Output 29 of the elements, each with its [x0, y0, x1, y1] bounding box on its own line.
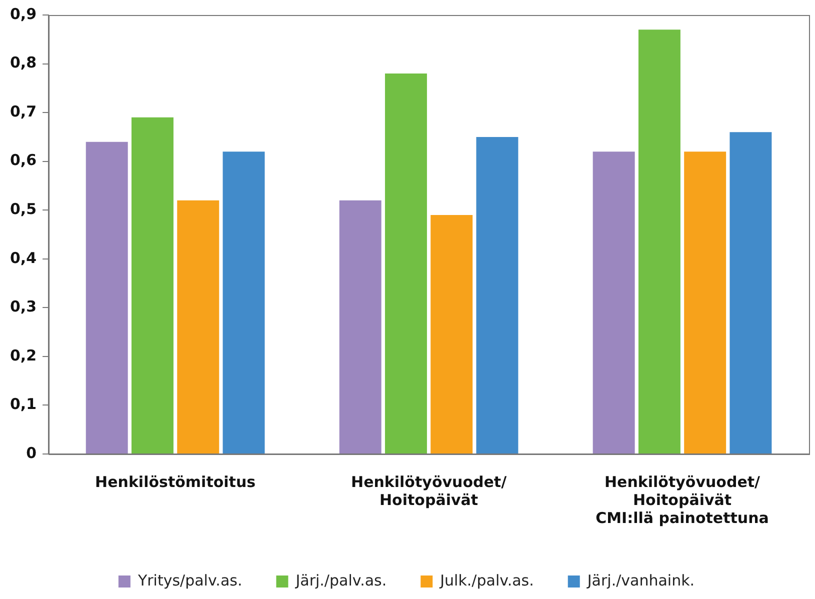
- legend-label: Julk./palv.as.: [439, 571, 534, 590]
- y-tick-label: 0,9: [10, 4, 37, 23]
- x-tick-label: Henkilötyövuodet/ Hoitopäivät CMI:llä painotettuna: [596, 472, 769, 527]
- bar: [384, 74, 427, 454]
- y-tick-label: 0,5: [10, 200, 37, 218]
- bar: [86, 142, 128, 454]
- x-tick-label: Henkilöstömitoitus: [95, 472, 256, 491]
- y-tick-label: 0,2: [10, 346, 37, 364]
- y-tick-label: 0: [26, 444, 37, 462]
- bar: [592, 152, 635, 454]
- y-tick-label: 0,4: [10, 248, 37, 267]
- y-tick-label: 0,3: [10, 298, 37, 316]
- bar: [684, 152, 726, 454]
- bar: [222, 152, 265, 454]
- bar: [177, 200, 220, 454]
- bar: [730, 132, 772, 454]
- bar: [430, 214, 473, 454]
- bar: [132, 117, 174, 454]
- legend-label: Järj./vanhaink.: [586, 571, 695, 590]
- bar: [339, 200, 382, 454]
- legend-label: Järj./palv.as.: [294, 571, 387, 590]
- legend-label: Yritys/palv.as.: [136, 571, 242, 590]
- y-tick-label: 0,1: [10, 395, 37, 414]
- x-tick-label: Henkilötyövuodet/ Hoitopäivät: [351, 472, 508, 509]
- y-tick-label: 0,8: [10, 54, 37, 72]
- y-tick-label: 0,7: [10, 102, 37, 120]
- y-tick-label: 0,6: [10, 151, 37, 170]
- bar: [476, 136, 518, 454]
- bar: [638, 30, 680, 454]
